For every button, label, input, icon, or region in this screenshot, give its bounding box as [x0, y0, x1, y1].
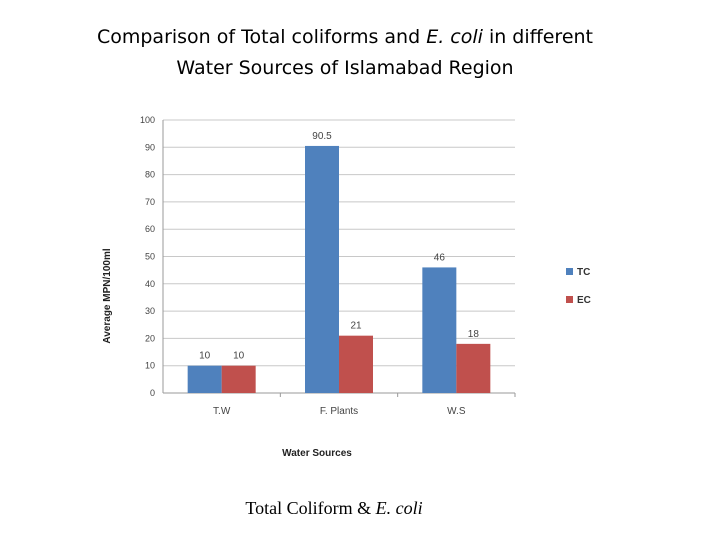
x-axis-title: Water Sources: [282, 448, 352, 459]
title-line1-prefix: Comparison of Total coliforms and: [96, 26, 427, 48]
legend: TC EC: [566, 267, 591, 306]
bar-tc: [305, 145, 339, 393]
y-tick-label: 0: [150, 388, 155, 398]
bar-ec: [221, 365, 256, 393]
x-tick-label: F. Plants: [320, 406, 358, 417]
legend-swatch-tc: [566, 268, 573, 275]
y-tick-label: 70: [145, 197, 155, 207]
bar-tc: [187, 365, 222, 393]
legend-label-tc: TC: [577, 267, 590, 278]
x-tick-label: W.S: [447, 406, 466, 417]
y-tick-label: 100: [140, 115, 155, 125]
x-tick-label: T.W: [213, 406, 231, 417]
legend-label-ec: EC: [577, 295, 591, 306]
legend-swatch-ec: [566, 296, 573, 303]
bars: [187, 145, 491, 393]
data-label: 21: [350, 321, 362, 332]
title-line1-suffix: in different: [482, 26, 594, 48]
y-tick-label: 20: [145, 333, 155, 343]
data-label: 18: [468, 329, 480, 340]
caption-prefix: Total Coliform &: [245, 498, 376, 518]
data-label: 10: [199, 351, 211, 362]
y-tick-label: 30: [145, 306, 155, 316]
y-tick-label: 60: [145, 224, 155, 234]
y-tick-label: 10: [145, 361, 155, 371]
caption-italic: E. coli: [375, 498, 423, 518]
figure-caption: Total Coliform & E. coli: [0, 498, 668, 519]
data-label: 10: [233, 351, 245, 362]
y-tick-label: 80: [145, 170, 155, 180]
y-axis-title: Average MPN/100ml: [102, 248, 113, 343]
y-tick-label: 50: [145, 252, 155, 262]
title-line2: Water Sources of Islamabad Region: [176, 57, 514, 79]
data-labels: 10 10 90.5 21 46 18: [199, 131, 479, 362]
bar-tc: [422, 267, 457, 393]
bar-ec: [339, 335, 373, 393]
y-tick-label: 90: [145, 142, 155, 152]
data-label: 90.5: [312, 131, 332, 142]
data-label: 46: [434, 252, 446, 263]
title-line1-italic: E. coli: [426, 26, 483, 48]
y-tick-label: 40: [145, 279, 155, 289]
bar-ec: [456, 343, 491, 393]
chart-title: Comparison of Total coliforms and E. col…: [0, 22, 690, 84]
